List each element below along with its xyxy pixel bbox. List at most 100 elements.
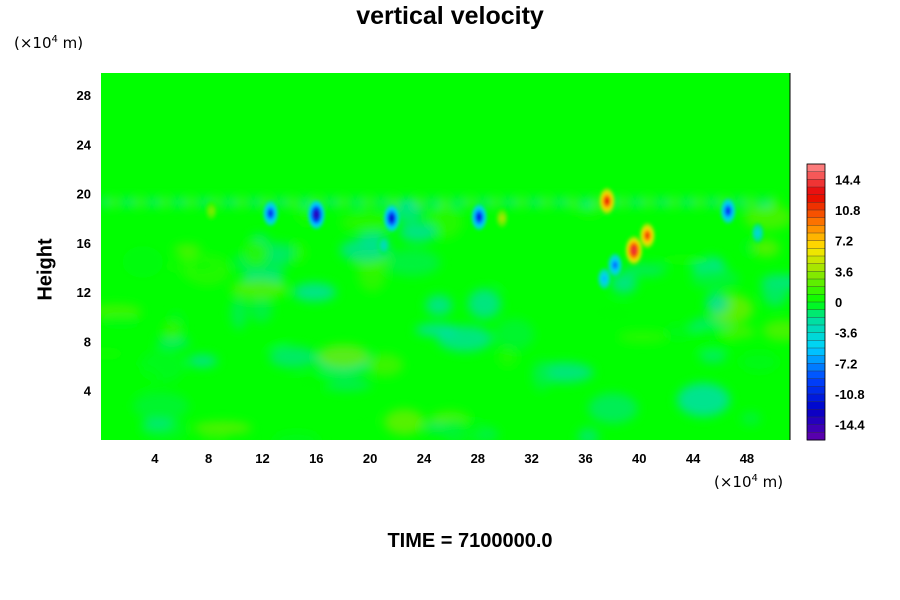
tropopause-wave (254, 197, 261, 208)
colorbar-band (807, 210, 825, 219)
feature-updraft-top (604, 197, 610, 205)
colorbar-band (807, 225, 825, 234)
turbulence-patch (383, 248, 441, 277)
tropopause-wave (195, 197, 202, 208)
turbulence-patch (293, 374, 335, 390)
y-tick-label: 16 (77, 236, 91, 251)
x-tick-label: 8 (205, 451, 212, 466)
colorbar-label: -7.2 (835, 356, 857, 371)
colorbar-label: 0 (835, 295, 842, 310)
colorbar-band (807, 386, 825, 395)
tropopause-wave (670, 197, 677, 208)
tropopause-wave (288, 197, 295, 208)
feature-downdraft-38 (612, 262, 618, 269)
y-tick-label: 4 (84, 384, 92, 399)
turbulence-patch (367, 353, 404, 377)
tropopause-wave (169, 197, 176, 208)
turbulence-patch (741, 411, 761, 426)
feature-downdraft-13 (268, 210, 273, 217)
tropopause-wave (186, 197, 193, 208)
tropopause-wave (237, 197, 244, 208)
turbulence-layer (101, 197, 790, 440)
y-unit-suffix: m) (57, 34, 84, 52)
feature-layer (205, 187, 764, 290)
tropopause-wave (135, 197, 142, 208)
colorbar-frame (806, 163, 826, 441)
turbulence-patch (272, 431, 321, 440)
tropopause-wave (568, 197, 575, 208)
tropopause-wave (458, 197, 465, 208)
tropopause-wave (636, 197, 643, 208)
turbulence-patch (690, 268, 739, 290)
turbulence-patch (425, 295, 453, 316)
tropopause-wave (542, 197, 549, 208)
feature-updraft-cluster (631, 246, 637, 255)
tropopause-wave (305, 197, 312, 208)
tropopause-wave (576, 197, 583, 208)
turbulence-patch (156, 337, 190, 349)
turbulence-patch (292, 282, 337, 302)
x-tick-label: 40 (632, 451, 646, 466)
tropopause-wave (110, 197, 117, 208)
turbulence-patch (249, 294, 273, 323)
tropopause-wave (373, 197, 380, 208)
turbulence-patch (753, 239, 780, 257)
tropopause-wave (483, 197, 490, 208)
colorbar-band (807, 302, 825, 311)
tropopause-wave (127, 197, 134, 208)
turbulence-patch (101, 304, 143, 318)
colorbar-band (807, 256, 825, 265)
colorbar-band (807, 355, 825, 364)
x-tick-label: 16 (309, 451, 323, 466)
tropopause-wave (322, 197, 329, 208)
turbulence-patch (187, 354, 218, 368)
x-unit-exponent: 4 (751, 473, 758, 484)
tropopause-wave (390, 197, 397, 208)
turbulence-patch (461, 416, 485, 439)
colorbar-band (807, 340, 825, 349)
tropopause-wave (102, 197, 109, 208)
turbulence-patch (494, 318, 535, 351)
time-label: TIME = 7100000.0 (387, 530, 553, 552)
turbulence-patch (443, 418, 468, 440)
turbulence-patch (624, 263, 667, 277)
colorbar-band (807, 309, 825, 318)
turbulence-patch (101, 347, 124, 360)
feature-weak-down-48 (755, 230, 760, 236)
y-tick-label: 12 (77, 285, 91, 300)
colorbar-band (807, 179, 825, 188)
colorbar-label: 3.6 (835, 264, 853, 279)
x-tick-label: 48 (740, 451, 754, 466)
tropopause-wave (449, 197, 456, 208)
turbulence-patch (384, 409, 425, 435)
turbulence-patch (230, 296, 248, 330)
turbulence-patch (664, 323, 693, 340)
x-tick-label: 24 (417, 451, 432, 466)
turbulence-patch (531, 360, 552, 392)
tropopause-wave (178, 197, 185, 208)
tropopause-wave (144, 197, 151, 208)
tropopause-wave (559, 197, 566, 208)
x-tick-label: 20 (363, 451, 377, 466)
tropopause-wave (229, 197, 236, 208)
tropopause-wave (492, 197, 499, 208)
tropopause-wave (534, 197, 541, 208)
tropopause-wave (619, 197, 626, 208)
tropopause-wave (644, 197, 651, 208)
tropopause-wave (339, 197, 346, 208)
colorbar-band (807, 248, 825, 257)
turbulence-patch (415, 323, 459, 337)
tropopause-wave (763, 197, 770, 208)
turbulence-patch (762, 319, 790, 342)
colorbar-band (807, 325, 825, 334)
colorbar-band (807, 424, 825, 433)
tropopause-wave (585, 197, 592, 208)
y-unit-exponent: 4 (51, 34, 58, 45)
tropopause-wave (551, 197, 558, 208)
tropopause-wave (161, 197, 168, 208)
turbulence-patch (132, 391, 190, 421)
turbulence-patch (193, 421, 252, 435)
tropopause-wave (415, 197, 422, 208)
turbulence-patch (591, 303, 635, 323)
